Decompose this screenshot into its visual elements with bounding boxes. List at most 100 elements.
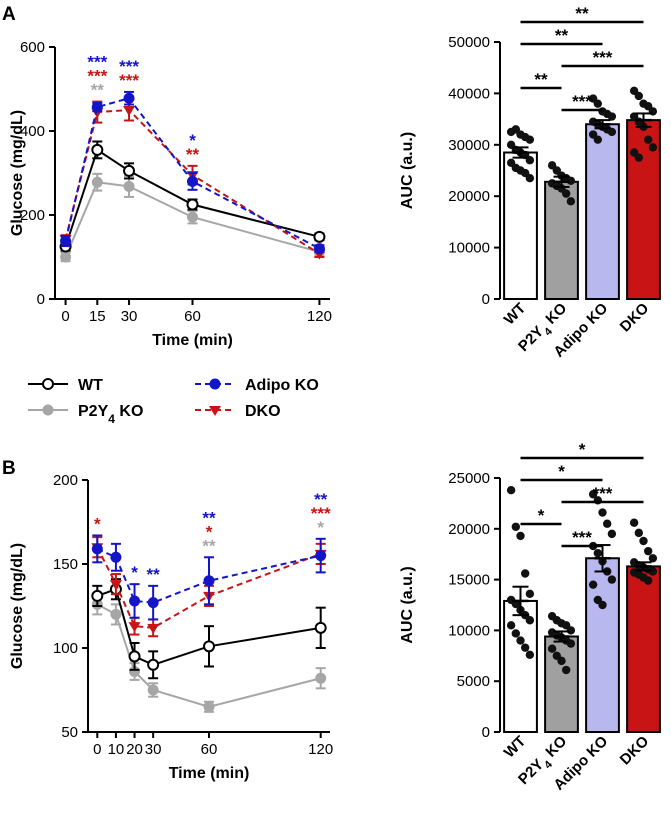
significance-adipo: * [189,131,196,150]
significance-label: ** [534,70,548,89]
data-point-p2y4 [129,666,141,678]
label-main: P2Y [515,756,547,788]
significance-label: * [579,440,586,459]
data-point-adipo [91,101,103,113]
significance-p2y4: ** [202,536,216,555]
y-tick-label: 0 [37,291,45,308]
y-tick-label: 400 [20,123,45,140]
significance-adipo: ** [202,508,216,527]
data-point-wt [128,650,141,663]
data-point-adipo [203,575,215,587]
data-point-wt [525,589,535,599]
x-tick-label: 60 [201,741,218,758]
data-point-p2y4 [91,176,103,188]
y-tick-label: 40000 [448,85,490,102]
data-point-adipo [129,595,141,607]
x-tick-label: 20 [126,741,143,758]
data-point-adipo [313,243,325,255]
data-point-wt [520,643,530,652]
legend-label-p2y4: P2Y4 KO [78,403,143,426]
data-point-wt [511,522,521,531]
significance-label: *** [572,92,592,111]
data-point-p2y4 [566,626,576,635]
data-point-dko [648,143,658,152]
significance-dko: * [94,514,101,533]
data-point-dko [643,135,653,144]
legend-label-wt: WT [78,377,103,394]
x-axis-title: Time (min) [152,332,233,349]
data-point-dko [123,106,136,116]
y-axis-title: AUC (a.u.) [399,566,416,643]
data-point-adipo [602,519,612,528]
label-main: P2Y [515,323,547,355]
x-tick-label: 0 [93,741,101,758]
series-p2y4 [91,593,327,713]
data-point-p2y4 [547,644,557,653]
significance-adipo: *** [87,53,107,72]
significance-adipo: *** [119,57,139,76]
x-tick-label: 15 [89,308,106,325]
data-point-dko [629,518,639,527]
significance-dko: *** [311,504,331,523]
data-point-adipo [593,135,603,144]
legend-marker-dko [209,406,221,416]
data-point-dko [643,546,653,556]
panel-label-a: A [2,4,16,25]
data-point-wt [506,621,516,630]
data-point-adipo [598,600,607,610]
category-label-wt: WT [501,300,530,329]
y-tick-label: 200 [20,207,45,224]
data-point-dko [147,623,160,634]
data-point-dko [643,576,653,585]
data-point-p2y4 [147,684,159,696]
x-tick-label: 30 [121,308,138,325]
data-point-wt [91,143,104,156]
data-point-wt [516,636,525,645]
y-tick-label: 0 [482,724,490,741]
significance-adipo: ** [147,565,161,584]
y-tick-label: 20000 [448,521,490,538]
legend-label-dko: DKO [245,403,281,420]
y-tick-label: 10000 [448,240,490,257]
y-tick-label: 150 [53,556,78,573]
data-point-dko [128,622,141,633]
series-adipo [60,90,325,255]
data-point-dko [648,554,658,563]
significance-dko: *** [119,71,139,90]
data-point-adipo [593,99,603,108]
label-rest: KO [539,733,570,764]
data-point-wt [203,640,215,653]
data-point-dko [634,528,644,538]
data-point-adipo [60,235,72,247]
data-point-adipo [598,508,607,517]
data-point-p2y4 [561,189,571,198]
data-point-p2y4 [110,608,122,620]
series-line-wt [64,148,320,247]
y-axis-title: Glucose (mg/dL) [9,543,26,669]
data-point-dko [109,580,122,591]
significance-label: *** [593,48,613,67]
y-tick-label: 20000 [448,188,490,205]
series-adipo [91,534,327,621]
y-axis-title: AUC (a.u.) [399,132,416,209]
label-rest: KO [539,300,570,331]
y-tick-label: 50 [61,724,78,741]
y-axis-title: Glucose (mg/dL) [9,110,26,236]
data-point-p2y4 [60,251,72,263]
data-point-wt [313,230,326,243]
category-label-wt: WT [501,733,530,762]
data-point-wt [520,569,530,578]
legend-marker-wt [42,378,54,390]
data-point-wt [525,174,535,183]
y-tick-label: 600 [20,39,45,56]
line-chart-a: 0 200 400 600 0 15 30 60 120 Time (min) Glucose (m… [9,39,332,349]
data-point-p2y4 [566,197,576,206]
x-tick-label: 10 [108,741,125,758]
significance-dko: *** [87,67,107,86]
bar-chart-b: 0 5000 10000 15000 20000 25000 AUC (a.u.) WTP2Y… [399,440,661,794]
category-label-dko: DKO [617,733,653,769]
significance-label: ** [575,4,589,23]
legend-marker-adipo [209,378,221,390]
data-point-wt [314,621,327,634]
